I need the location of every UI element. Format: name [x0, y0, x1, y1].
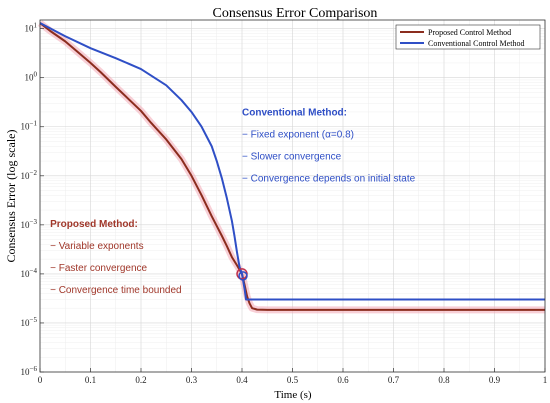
y-tick-label: 10−2 — [21, 169, 38, 181]
y-tick-label: 10−3 — [21, 218, 38, 230]
y-tick-label: 100 — [25, 71, 38, 83]
y-axis-label: Consensus Error (log scale) — [4, 130, 18, 263]
x-tick-label: 0.4 — [236, 375, 248, 385]
y-tick-label: 10−4 — [21, 267, 38, 279]
grid — [39, 20, 546, 373]
legend-box — [395, 24, 541, 50]
annotations: Conventional Method: − Fixed exponent (α=… — [50, 107, 416, 296]
y-tick-label: 101 — [25, 22, 38, 34]
x-axis-label: Time (s) — [274, 389, 312, 401]
y-tick-label: 10−5 — [21, 316, 38, 328]
proposed-annotation-item: − Convergence time bounded — [50, 285, 181, 296]
series-lines — [37, 20, 545, 314]
x-tick-label: 0.8 — [438, 375, 450, 385]
highlight-markers — [236, 268, 248, 281]
conventional-annotation-item: − Convergence depends on initial state — [242, 173, 416, 184]
axis-ticks: 0 0.1 0.2 0.3 0.4 0.5 0.6 0.7 0.8 0.9 1 10−6 10−5 10−… — [21, 22, 548, 385]
y-tick-label: 10−1 — [21, 120, 38, 132]
x-tick-label: 0.5 — [287, 375, 299, 385]
conventional-annotation-item: − Slower convergence — [242, 151, 342, 162]
y-tick-label: 10−6 — [21, 365, 38, 377]
legend-label: Conventional Control Method — [428, 39, 524, 48]
conventional-series-line — [39, 22, 545, 301]
conventional-annotation-title: Conventional Method: — [242, 107, 347, 118]
legend-label: Proposed Control Method — [428, 28, 511, 37]
x-tick-label: 0 — [38, 375, 43, 385]
proposed-annotation-title: Proposed Method: — [50, 219, 138, 230]
legend: Proposed Control Method Conventional Cont… — [395, 24, 541, 50]
x-tick-label: 0.9 — [489, 375, 501, 385]
x-tick-label: 0.3 — [186, 375, 198, 385]
x-tick-label: 0.6 — [337, 375, 349, 385]
x-tick-label: 0.1 — [85, 375, 96, 385]
conventional-annotation-item: − Fixed exponent (α=0.8) — [242, 129, 354, 140]
proposed-annotation-item: − Variable exponents — [50, 241, 144, 252]
proposed-series-line — [39, 22, 545, 311]
conventional-highlight-circle — [238, 271, 248, 281]
x-tick-label: 0.7 — [388, 375, 400, 385]
chart-title: Consensus Error Comparison — [213, 6, 378, 21]
x-tick-label: 0.2 — [135, 375, 146, 385]
x-tick-label: 1 — [543, 375, 548, 385]
proposed-annotation-item: − Faster convergence — [50, 263, 147, 274]
